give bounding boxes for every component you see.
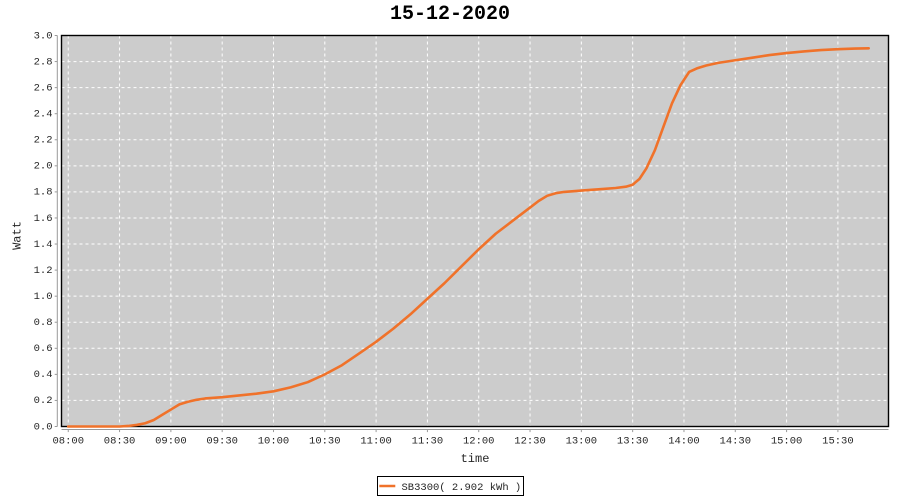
svg-text:13:00: 13:00 [566,436,598,448]
svg-text:14:30: 14:30 [720,436,752,448]
svg-text:1.0: 1.0 [34,291,53,303]
svg-text:3.0: 3.0 [34,30,53,42]
svg-text:0.8: 0.8 [34,317,53,329]
svg-text:1.2: 1.2 [34,265,53,277]
svg-text:09:00: 09:00 [155,436,187,448]
svg-text:2.4: 2.4 [34,108,53,120]
svg-text:15-12-2020: 15-12-2020 [390,3,510,26]
svg-text:13:30: 13:30 [617,436,649,448]
svg-text:Watt: Watt [11,221,25,250]
svg-text:2.8: 2.8 [34,56,53,68]
svg-text:1.6: 1.6 [34,213,53,225]
svg-text:SB3300( 2.902 kWh ): SB3300( 2.902 kWh ) [402,482,522,494]
svg-text:08:30: 08:30 [104,436,136,448]
svg-text:0.6: 0.6 [34,343,53,355]
svg-text:0.4: 0.4 [34,369,53,381]
svg-text:09:30: 09:30 [206,436,238,448]
svg-text:time: time [461,452,490,466]
svg-text:15:30: 15:30 [822,436,854,448]
svg-text:2.6: 2.6 [34,82,53,94]
svg-text:0.0: 0.0 [34,421,53,433]
svg-text:2.0: 2.0 [34,161,53,173]
svg-text:0.2: 0.2 [34,395,53,407]
svg-text:11:00: 11:00 [360,436,392,448]
svg-text:12:30: 12:30 [514,436,546,448]
svg-text:11:30: 11:30 [412,436,444,448]
svg-text:08:00: 08:00 [52,436,84,448]
svg-text:10:30: 10:30 [309,436,341,448]
svg-text:1.4: 1.4 [34,239,53,251]
svg-text:12:00: 12:00 [463,436,495,448]
svg-text:2.2: 2.2 [34,135,53,147]
svg-text:14:00: 14:00 [668,436,700,448]
svg-text:1.8: 1.8 [34,187,53,199]
svg-text:10:00: 10:00 [258,436,290,448]
svg-text:15:00: 15:00 [771,436,803,448]
